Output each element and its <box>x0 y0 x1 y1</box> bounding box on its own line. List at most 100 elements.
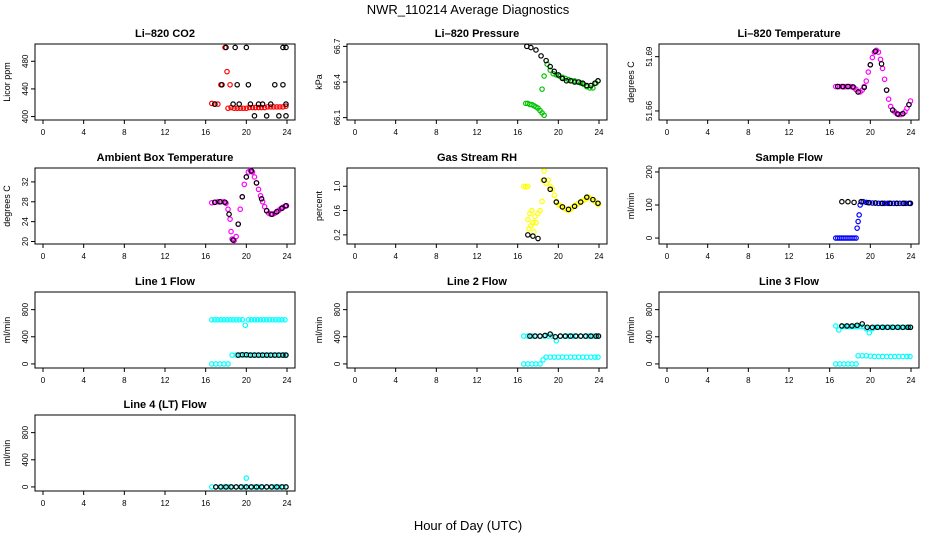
data-point <box>593 333 599 339</box>
data-point <box>845 83 851 90</box>
x-tick-label: 0 <box>41 499 46 508</box>
x-tick-label: 0 <box>665 376 670 385</box>
x-tick-label: 16 <box>201 128 210 137</box>
x-tick-label: 20 <box>242 252 251 261</box>
data-point <box>897 324 903 331</box>
data-point <box>907 324 914 331</box>
data-point <box>271 81 278 88</box>
x-tick-label: 16 <box>201 376 210 385</box>
data-point <box>856 212 862 218</box>
x-tick-label: 12 <box>785 128 794 137</box>
data-point <box>270 104 277 110</box>
data-point <box>223 44 229 51</box>
figure-title: NWR_110214 Average Diagnostics <box>366 2 570 17</box>
data-point <box>251 113 258 119</box>
data-point <box>834 83 841 90</box>
data-point <box>257 317 264 323</box>
chart-panel: Line 4 (LT) Flow 0 4 8 12 16 20 24 0 400 800 ml/min <box>2 399 296 508</box>
x-tick-label: 20 <box>242 499 251 508</box>
x-tick-label: 12 <box>785 252 794 261</box>
data-point <box>859 321 866 327</box>
y-tick-label: 800 <box>645 302 654 316</box>
x-tick-label: 24 <box>283 499 292 508</box>
data-point <box>904 353 910 360</box>
x-tick-label: 24 <box>907 376 916 385</box>
data-point <box>543 57 549 64</box>
chart-panel: Li–820 Pressure 0 4 8 12 16 20 24 66.1 66.4 66.7 kP… <box>314 28 608 137</box>
data-point <box>233 233 239 240</box>
data-point <box>241 181 248 188</box>
data-point <box>280 104 286 110</box>
x-tick-label: 16 <box>513 128 522 137</box>
data-point <box>530 233 536 239</box>
y-tick-label: 0 <box>21 361 30 366</box>
data-point <box>247 101 254 107</box>
data-point <box>877 56 884 63</box>
data-point <box>228 484 234 490</box>
x-tick-label: 0 <box>353 128 358 137</box>
data-point <box>224 68 230 75</box>
data-point <box>884 324 891 331</box>
y-tick-label: 400 <box>645 330 654 344</box>
data-point <box>553 199 560 205</box>
data-point <box>243 105 250 112</box>
data-point <box>239 194 246 200</box>
data-point <box>889 324 896 331</box>
data-point <box>222 199 228 206</box>
data-point <box>900 110 906 117</box>
data-point <box>283 202 289 209</box>
x-tick-label: 16 <box>513 252 522 261</box>
data-point <box>887 324 894 331</box>
data-point <box>258 104 265 111</box>
data-point <box>595 78 601 84</box>
data-point <box>900 324 906 331</box>
data-point <box>227 317 233 323</box>
x-tick-label: 12 <box>161 128 170 137</box>
data-point <box>861 84 868 91</box>
data-point <box>259 198 266 205</box>
data-point <box>243 44 250 51</box>
data-point <box>866 329 873 336</box>
panel-title: Ambient Box Temperature <box>97 152 234 164</box>
data-point <box>230 237 236 243</box>
data-point <box>551 68 558 75</box>
x-tick-label: 16 <box>825 376 834 385</box>
x-tick-label: 8 <box>434 376 439 385</box>
y-tick-label: 24 <box>21 217 30 226</box>
data-point <box>533 219 539 226</box>
data-point <box>539 198 545 205</box>
data-point <box>268 484 275 490</box>
y-tick-label: 0 <box>645 235 654 240</box>
data-point <box>225 105 231 112</box>
data-point <box>886 200 893 207</box>
x-tick-label: 24 <box>283 376 292 385</box>
data-point <box>532 333 538 339</box>
y-tick-label: 400 <box>21 330 30 344</box>
data-point <box>588 333 594 339</box>
data-point <box>590 196 596 203</box>
y-tick-label: 440 <box>21 82 30 96</box>
data-point <box>267 101 274 107</box>
data-point <box>255 186 262 193</box>
data-point <box>243 475 250 481</box>
data-point <box>872 48 879 55</box>
panel-title: Sample Flow <box>755 152 823 164</box>
data-point <box>844 323 850 329</box>
data-point <box>881 200 888 207</box>
data-point <box>283 113 289 119</box>
data-point <box>243 174 250 180</box>
data-point <box>263 317 270 323</box>
data-point <box>530 219 536 226</box>
data-point <box>215 317 221 323</box>
y-tick-label: 0.6 <box>333 204 342 216</box>
data-point <box>547 186 554 193</box>
data-point <box>537 333 543 339</box>
data-point <box>258 195 265 202</box>
data-point <box>577 199 584 205</box>
data-point <box>879 65 886 72</box>
data-point <box>901 200 907 207</box>
data-point <box>559 204 566 210</box>
data-point <box>567 333 574 339</box>
data-point <box>869 54 876 61</box>
data-point <box>245 81 252 88</box>
